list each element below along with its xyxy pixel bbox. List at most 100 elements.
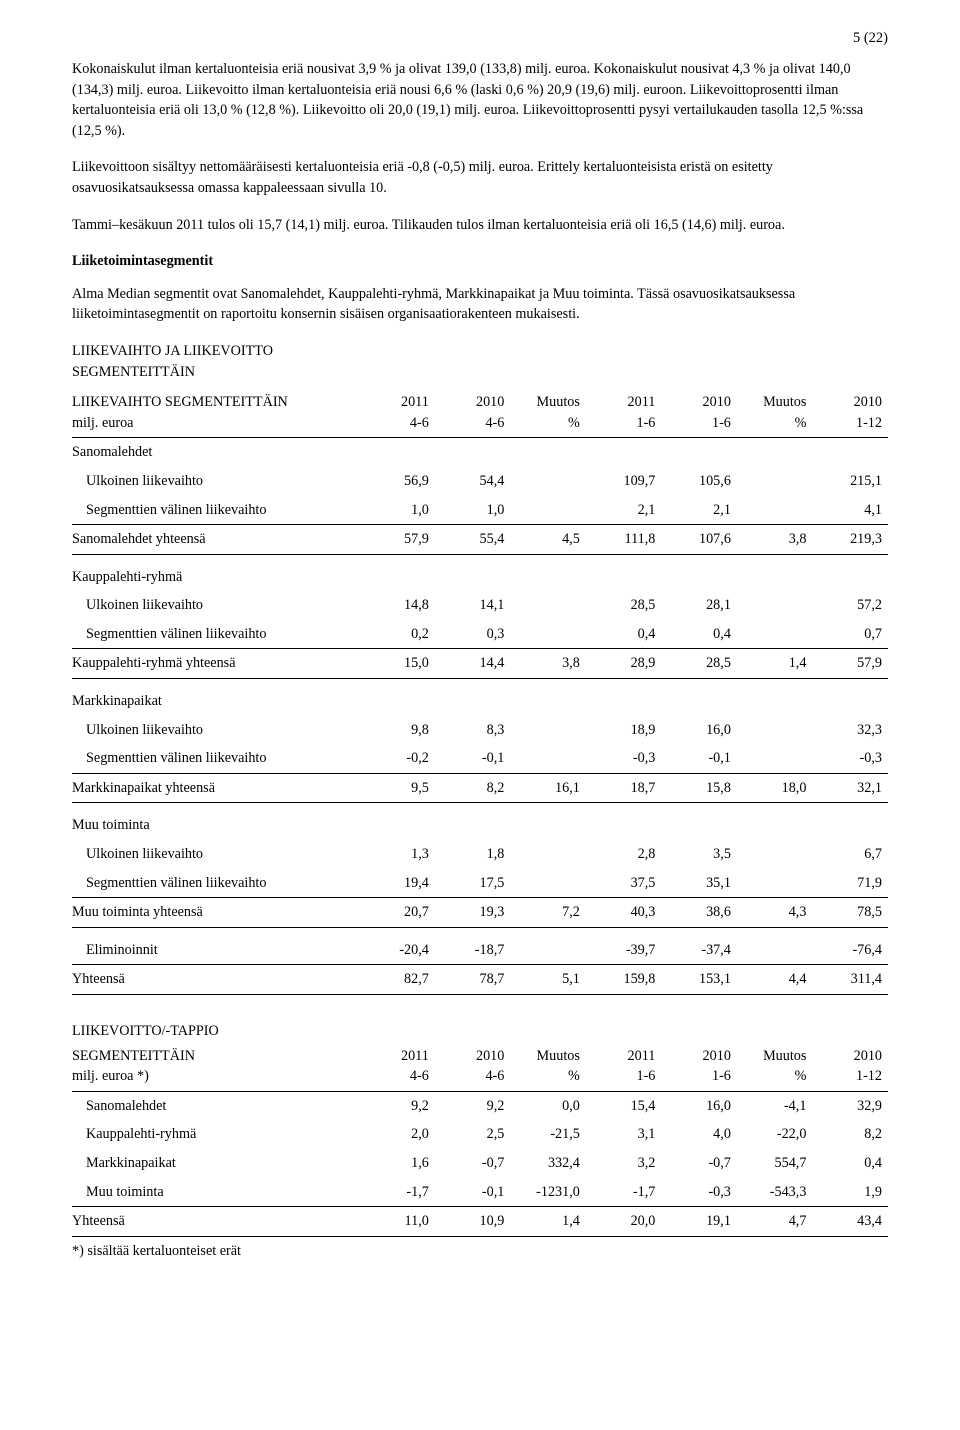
cell: 71,9 (812, 869, 888, 898)
elim-row: Eliminoinnit-20,4-18,7-39,7-37,4-76,4 (72, 927, 888, 965)
group-total-row: Markkinapaikat yhteensä9,58,216,118,715,… (72, 773, 888, 803)
cell: 2,8 (586, 840, 662, 869)
cell: 105,6 (661, 467, 737, 496)
table1-heading-line2: SEGMENTEITTÄIN (72, 364, 195, 380)
operating-profit-by-segment-table: LIIKEVOITTO/-TAPPIOSEGMENTEITTÄIN2011201… (72, 1017, 888, 1237)
row-label: Sanomalehdet (72, 1091, 359, 1120)
cell (737, 467, 813, 496)
table-row: Segmenttien välinen liikevaihto19,417,53… (72, 869, 888, 898)
cell: 1,4 (737, 649, 813, 679)
table-row: Segmenttien välinen liikevaihto1,01,02,1… (72, 496, 888, 525)
cell: 19,1 (661, 1207, 737, 1237)
cell: 55,4 (435, 525, 511, 555)
cell (510, 744, 586, 773)
cell: -39,7 (586, 927, 662, 965)
cell: 18,0 (737, 773, 813, 803)
cell: 16,0 (661, 716, 737, 745)
cell: 5,1 (510, 965, 586, 995)
cell: 17,5 (435, 869, 511, 898)
t2-header-subtitle: milj. euroa *) (72, 1066, 359, 1091)
cell: 6,7 (812, 840, 888, 869)
cell: 0,7 (812, 620, 888, 649)
t1-colhead-6-top: 2010 (812, 388, 888, 413)
cell: 4,1 (812, 496, 888, 525)
cell: 1,3 (359, 840, 435, 869)
cell: -37,4 (661, 927, 737, 965)
cell (510, 869, 586, 898)
t2-colhead-3-top: 2011 (586, 1042, 662, 1067)
cell: 2,5 (435, 1120, 511, 1149)
cell: -21,5 (510, 1120, 586, 1149)
cell: 57,9 (359, 525, 435, 555)
row-label: Muu toiminta (72, 1178, 359, 1207)
t2-colhead-6-bot: 1-12 (812, 1066, 888, 1091)
cell: 14,4 (435, 649, 511, 679)
cell: 32,9 (812, 1091, 888, 1120)
cell: -0,3 (812, 744, 888, 773)
cell: -0,3 (586, 744, 662, 773)
cell: 16,0 (661, 1091, 737, 1120)
t2-colhead-4-bot: 1-6 (661, 1066, 737, 1091)
cell (510, 927, 586, 965)
t1-header-subtitle: milj. euroa (72, 413, 359, 438)
cell: 57,9 (812, 649, 888, 679)
cell: -0,1 (435, 1178, 511, 1207)
cell: 9,2 (359, 1091, 435, 1120)
cell: 43,4 (812, 1207, 888, 1237)
cell: 9,8 (359, 716, 435, 745)
t1-group-name: Sanomalehdet (72, 438, 359, 467)
row-label: Ulkoinen liikevaihto (72, 467, 359, 496)
paragraph-2: Liikevoittoon sisältyy nettomääräisesti … (72, 157, 888, 198)
cell: 78,7 (435, 965, 511, 995)
cell: 4,4 (737, 965, 813, 995)
cell (510, 496, 586, 525)
cell (737, 496, 813, 525)
cell: -0,3 (661, 1178, 737, 1207)
cell: 3,1 (586, 1120, 662, 1149)
cell (510, 591, 586, 620)
t1-group-head: Muu toiminta (72, 803, 888, 840)
cell: 28,9 (586, 649, 662, 679)
cell: 57,2 (812, 591, 888, 620)
table-row: Ulkoinen liikevaihto1,31,82,83,56,7 (72, 840, 888, 869)
cell: 0,0 (510, 1091, 586, 1120)
segments-title: Liiketoimintasegmentit (72, 251, 888, 272)
cell: 311,4 (812, 965, 888, 995)
cell: 20,7 (359, 898, 435, 928)
grand-total-row: Yhteensä82,778,75,1159,8153,14,4311,4 (72, 965, 888, 995)
cell: 1,9 (812, 1178, 888, 1207)
cell: -76,4 (812, 927, 888, 965)
t1-group-name: Markkinapaikat (72, 679, 359, 716)
cell: 4,0 (661, 1120, 737, 1149)
cell: 219,3 (812, 525, 888, 555)
cell: 2,1 (661, 496, 737, 525)
row-label: Yhteensä (72, 965, 359, 995)
cell: 78,5 (812, 898, 888, 928)
cell: 554,7 (737, 1149, 813, 1178)
cell: -4,1 (737, 1091, 813, 1120)
grand-total-row: Yhteensä11,010,91,420,019,14,743,4 (72, 1207, 888, 1237)
cell: 7,2 (510, 898, 586, 928)
cell: 15,8 (661, 773, 737, 803)
cell: 215,1 (812, 467, 888, 496)
page-number: 5 (22) (72, 28, 888, 49)
row-label: Kauppalehti-ryhmä (72, 1120, 359, 1149)
cell: 109,7 (586, 467, 662, 496)
cell: 0,3 (435, 620, 511, 649)
cell: 4,7 (737, 1207, 813, 1237)
cell: -0,2 (359, 744, 435, 773)
cell: 10,9 (435, 1207, 511, 1237)
cell: 111,8 (586, 525, 662, 555)
table-row: Ulkoinen liikevaihto9,88,318,916,032,3 (72, 716, 888, 745)
cell: 3,5 (661, 840, 737, 869)
table2-footnote: *) sisältää kertaluonteiset erät (72, 1241, 888, 1262)
cell: 37,5 (586, 869, 662, 898)
cell: 3,8 (510, 649, 586, 679)
t1-colhead-3-bot: 1-6 (586, 413, 662, 438)
t2-colhead-5-top: Muutos (737, 1042, 813, 1067)
cell: 18,9 (586, 716, 662, 745)
row-label: Markkinapaikat yhteensä (72, 773, 359, 803)
row-label: Ulkoinen liikevaihto (72, 840, 359, 869)
cell: 1,6 (359, 1149, 435, 1178)
cell: -1231,0 (510, 1178, 586, 1207)
